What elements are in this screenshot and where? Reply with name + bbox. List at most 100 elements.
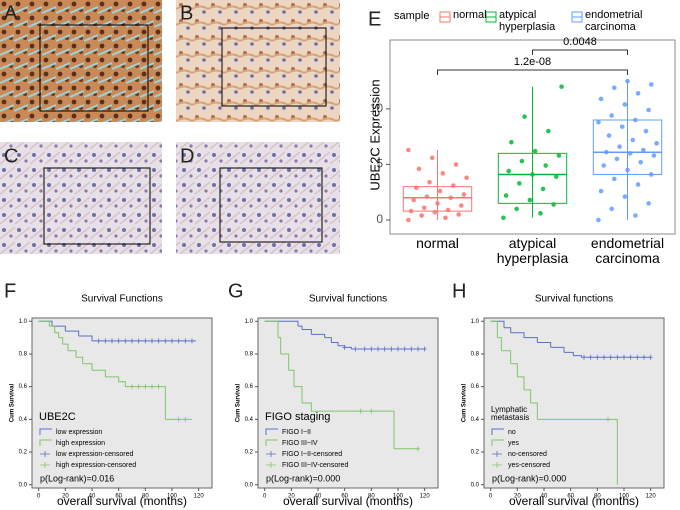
- chart-title: Survival functions: [535, 294, 613, 305]
- data-point: [646, 107, 651, 113]
- survival-step: [497, 337, 502, 351]
- data-point: [427, 179, 432, 185]
- annotation: p(Log-rank)=0.016: [40, 473, 114, 483]
- legend-title: UBE2C: [39, 411, 76, 423]
- box: [402, 186, 473, 212]
- data-point: [604, 149, 609, 155]
- survival-step: [344, 346, 352, 350]
- data-point: [638, 159, 644, 165]
- y-tick-label: 1.0: [245, 319, 254, 325]
- survival-step: [82, 363, 93, 371]
- censor-mark: [648, 354, 653, 360]
- data-point: [516, 181, 522, 186]
- bracket: [437, 69, 628, 75]
- image-a: [0, 0, 162, 122]
- survival-step: [294, 386, 303, 403]
- chart-title: Survival functions: [309, 294, 387, 305]
- censor-mark: [156, 384, 161, 390]
- legend-key: [266, 451, 276, 457]
- data-point: [414, 185, 419, 191]
- chart-title: Survival Functions: [81, 294, 163, 305]
- data-point: [458, 203, 464, 208]
- censor-mark: [422, 346, 427, 352]
- survival-step: [324, 337, 332, 343]
- survival-step: [62, 343, 69, 351]
- survival-step: [302, 328, 312, 335]
- survival-step: [58, 337, 64, 345]
- data-point: [419, 213, 424, 218]
- censor-mark: [190, 338, 194, 344]
- x-tick-label: 0: [263, 494, 267, 500]
- data-point: [527, 197, 533, 203]
- legend-key: [40, 462, 50, 468]
- censor-mark: [116, 338, 121, 344]
- data-point: [445, 207, 451, 213]
- x-tick-label: 60: [567, 494, 574, 500]
- survival-step: [278, 337, 282, 354]
- data-point: [506, 168, 512, 174]
- legend-title: sample: [394, 10, 430, 22]
- y-tick-label: 0.2: [245, 450, 254, 456]
- censor-mark: [136, 338, 141, 344]
- survival-step: [280, 353, 290, 371]
- censor-mark: [136, 384, 141, 390]
- y-tick-label: 0.0: [245, 482, 254, 488]
- censor-mark: [103, 338, 108, 344]
- survival-step: [76, 356, 84, 364]
- data-point: [551, 202, 556, 207]
- data-point: [643, 128, 649, 134]
- censor-mark: [150, 384, 154, 390]
- legend-key: [266, 462, 276, 468]
- survival-step: [490, 320, 498, 338]
- legend-label: low expression: [56, 429, 102, 436]
- censor-mark: [130, 384, 134, 390]
- annotation: 0.0048: [563, 36, 597, 48]
- y-tick-label: 0: [376, 212, 383, 226]
- data-point: [522, 114, 527, 119]
- censor-mark: [608, 354, 613, 360]
- data-point: [622, 194, 628, 199]
- survival-step: [52, 325, 66, 332]
- survival-step: [92, 369, 106, 377]
- data-point: [416, 166, 422, 172]
- legend-title: Lymphatic metastasis: [491, 405, 530, 423]
- survival-step: [65, 330, 80, 336]
- data-point: [464, 175, 469, 181]
- censor-mark: [595, 354, 600, 360]
- y-axis-label: Cum Survival: [10, 384, 16, 423]
- data-point: [648, 82, 654, 87]
- roi-box: [221, 27, 327, 107]
- x-tick-label: 80: [368, 494, 375, 500]
- x-tick-label: 100: [167, 494, 178, 500]
- censor-mark: [170, 338, 174, 344]
- censor-mark: [353, 346, 358, 352]
- survival-step: [537, 342, 552, 348]
- x-tick-label: 120: [420, 494, 431, 500]
- legend-key: [265, 428, 278, 435]
- x-tick-label: 40: [315, 494, 322, 500]
- data-point: [406, 147, 411, 153]
- data-point: [532, 148, 538, 154]
- survival-step: [49, 325, 56, 333]
- data-point: [635, 182, 641, 187]
- survival-step: [510, 363, 518, 377]
- censor-mark: [342, 344, 347, 350]
- survival-step: [324, 410, 395, 449]
- panel-label: C: [4, 145, 18, 167]
- y-tick-label: 0.8: [245, 352, 254, 358]
- survival-step: [550, 346, 565, 353]
- legend-title: FIGO staging: [265, 411, 331, 423]
- data-point: [646, 201, 651, 206]
- data-point: [625, 167, 630, 173]
- micrographs: [0, 0, 340, 254]
- censor-mark: [615, 354, 620, 360]
- data-point: [630, 137, 636, 143]
- plot-area: [483, 317, 665, 489]
- survival-step: [501, 350, 512, 364]
- x-tick-label: 80: [594, 494, 601, 500]
- censor-mark: [622, 354, 626, 360]
- legend-key: [40, 451, 50, 457]
- legend-key: [39, 439, 52, 446]
- plot-area: [257, 317, 439, 489]
